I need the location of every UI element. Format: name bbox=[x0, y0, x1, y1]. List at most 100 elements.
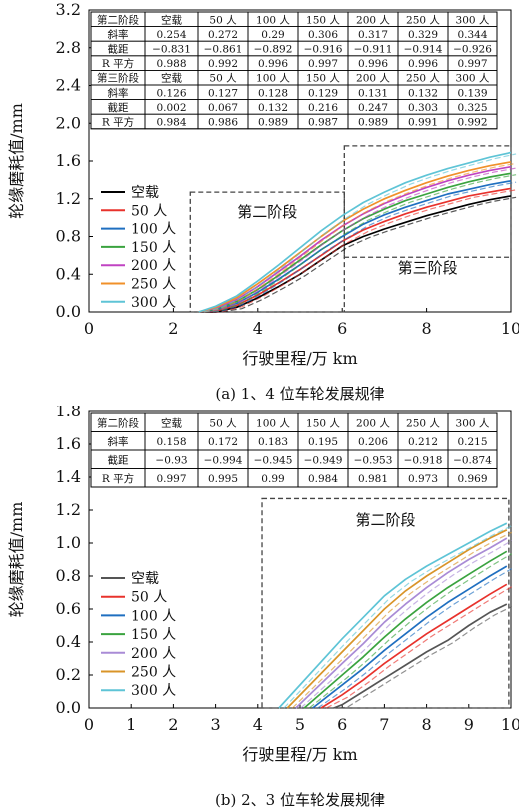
chart-b: 0 1 2 3 4 5 6 7 8 9 10 0.0 0.2 0.4 0.6 0.8 1.0 1.2 1.4 1.6 1… bbox=[7, 406, 519, 809]
chart-b-table-cell-text: 0.195 bbox=[308, 436, 338, 448]
chart-b-y-tick-label: 0.2 bbox=[56, 665, 81, 684]
chart-a-table-cell-text: −0.926 bbox=[453, 44, 492, 56]
chart-a-table-cell-text: 200 人 bbox=[356, 14, 390, 26]
chart-a-table-cell-text: 0.306 bbox=[308, 29, 338, 41]
chart-a-y-tick-label: 2.4 bbox=[56, 76, 81, 95]
chart-a-table-cell-text: 0.992 bbox=[457, 117, 487, 129]
chart-b-legend-label: 250 人 bbox=[131, 665, 176, 681]
chart-b-table-cell-text: −0.945 bbox=[254, 454, 293, 466]
chart-b-table-cell-text: 0.995 bbox=[208, 473, 238, 485]
chart-b-table-cell-text: −0.953 bbox=[354, 454, 393, 466]
chart-b-x-tick-label: 8 bbox=[422, 715, 432, 734]
chart-a-table-cell bbox=[447, 113, 498, 130]
chart-b-series-line bbox=[312, 565, 508, 709]
chart-b-y-tick-label: 0.0 bbox=[56, 698, 81, 717]
chart-a-legend-label: 300 人 bbox=[131, 295, 176, 311]
chart-b-series-line bbox=[303, 550, 508, 709]
chart-a-table-cell-text: 0.988 bbox=[156, 58, 186, 70]
chart-b-legend-label: 300 人 bbox=[131, 683, 176, 699]
chart-a-table-cell-text: 0.984 bbox=[156, 117, 186, 129]
chart-a-table-cell-text: 0.132 bbox=[258, 102, 288, 114]
chart-b-table-cell-text: 0.973 bbox=[408, 473, 438, 485]
chart-b-table-cell-text: −0.874 bbox=[453, 454, 492, 466]
chart-a-table-cell-text: 0.992 bbox=[208, 58, 238, 70]
chart-a-table-cell-text: 50 人 bbox=[209, 73, 237, 85]
chart-b-table-cell-text: 200 人 bbox=[356, 417, 390, 429]
chart-b-table-cell-text: 0.969 bbox=[457, 473, 487, 485]
chart-b-x-tick-label: 4 bbox=[253, 715, 263, 734]
chart-b-y-tick-label: 1.8 bbox=[56, 406, 81, 420]
chart-b-stage-label: 第二阶段 bbox=[355, 511, 415, 529]
chart-a-table-cell-text: 0.132 bbox=[408, 87, 438, 99]
chart-b-table-cell-text: −0.918 bbox=[404, 454, 443, 466]
chart-b-table-cell-text: 0.215 bbox=[457, 436, 487, 448]
chart-b-y-tick-label: 1.2 bbox=[56, 500, 81, 519]
chart-b-table-cell-text: 0.206 bbox=[358, 436, 388, 448]
chart-b-table-cell-text: 250 人 bbox=[406, 417, 440, 429]
chart-b-table-cell-text: −0.994 bbox=[204, 454, 243, 466]
chart-a-x-tick-label: 8 bbox=[422, 319, 432, 338]
chart-b-x-tick-label: 5 bbox=[295, 715, 305, 734]
chart-a-table-cell-text: 0.997 bbox=[457, 58, 487, 70]
chart-b-y-tick-label: 0.6 bbox=[56, 599, 81, 618]
chart-a-y-tick-label: 2.0 bbox=[56, 113, 81, 132]
chart-a-y-tick-label: 0.4 bbox=[56, 264, 81, 283]
chart-a-legend-label: 150 人 bbox=[131, 240, 176, 256]
chart-a-x-tick-label: 4 bbox=[253, 319, 263, 338]
chart-a: 0 2 4 6 8 10 0.0 0.4 0.8 1.2 1.6 2.0 2.4 2.8 3.2 行驶里程/万… bbox=[7, 0, 519, 403]
chart-a-table-cell-text: 第二阶段 bbox=[97, 13, 139, 26]
chart-a-table-cell-text: 斜率 bbox=[108, 28, 129, 41]
chart-b-table-cell-text: 第二阶段 bbox=[97, 416, 139, 429]
chart-b-table-cell-text: −0.93 bbox=[155, 454, 187, 466]
chart-a-table-cell-text: 第三阶段 bbox=[97, 72, 139, 85]
chart-b-series-fit-line bbox=[338, 605, 513, 709]
chart-b-table-cell bbox=[447, 468, 498, 488]
chart-b-legend-label: 100 人 bbox=[131, 608, 176, 624]
chart-a-table-cell-text: 200 人 bbox=[356, 73, 390, 85]
chart-b-series-fit-line bbox=[283, 525, 513, 709]
chart-b-series-fit-line bbox=[325, 586, 513, 709]
chart-b-table-cell-text: 50 人 bbox=[209, 417, 237, 429]
chart-b-legend-label: 空载 bbox=[131, 571, 159, 587]
chart-a-y-tick-label: 0.8 bbox=[56, 227, 81, 246]
chart-a-caption: (a) 1、4 位车轮发展规律 bbox=[215, 385, 384, 403]
chart-b-x-tick-label: 10 bbox=[501, 715, 519, 734]
chart-a-table-cell-text: 0.989 bbox=[258, 117, 288, 129]
chart-b-table-cell-text: 0.997 bbox=[156, 473, 186, 485]
chart-a-table-cell-text: −0.861 bbox=[204, 44, 243, 56]
chart-a-table-cell-text: 0.996 bbox=[358, 58, 388, 70]
chart-a-table-cell-text: 100 人 bbox=[256, 73, 290, 85]
chart-a-table-cell-text: 0.996 bbox=[258, 58, 288, 70]
chart-b-table-cell-text: 0.158 bbox=[156, 436, 186, 448]
chart-a-stage-label: 第三阶段 bbox=[398, 259, 458, 277]
chart-a-y-tick-label: 1.2 bbox=[56, 189, 81, 208]
chart-b-x-tick-label: 7 bbox=[379, 715, 389, 734]
chart-a-table-cell-text: 0.317 bbox=[358, 29, 388, 41]
chart-b-y-tick-label: 0.8 bbox=[56, 566, 81, 585]
chart-a-table-cell-text: 0.254 bbox=[156, 29, 186, 41]
chart-a-series-line bbox=[198, 151, 512, 313]
chart-b-legend-label: 50 人 bbox=[131, 590, 167, 606]
chart-a-table-cell-text: 0.129 bbox=[308, 87, 338, 99]
chart-a-table-cell-text: 0.216 bbox=[308, 102, 338, 114]
chart-b-table-cell-text: 0.981 bbox=[358, 473, 388, 485]
chart-a-table-cell-text: 0.29 bbox=[261, 29, 284, 41]
chart-a-legend-label: 空载 bbox=[131, 185, 159, 201]
chart-a-table-cell-text: 50 人 bbox=[209, 14, 237, 26]
chart-b-series-line bbox=[320, 583, 508, 709]
chart-a-table-cell-text: 150 人 bbox=[306, 73, 340, 85]
chart-b-caption: (b) 2、3 位车轮发展规律 bbox=[215, 791, 385, 809]
chart-a-x-tick-label: 10 bbox=[501, 319, 519, 338]
chart-b-x-tick-label: 3 bbox=[211, 715, 221, 734]
chart-a-table-cell-text: 空载 bbox=[161, 13, 182, 26]
chart-b-table-cell-text: 0.183 bbox=[258, 436, 288, 448]
chart-a-x-axis-label: 行驶里程/万 km bbox=[242, 349, 357, 368]
chart-b-y-tick-label: 1.6 bbox=[56, 434, 81, 453]
chart-a-x-tick-label: 0 bbox=[84, 319, 94, 338]
chart-b-table-cell-text: 截距 bbox=[108, 453, 129, 466]
chart-a-series-fit-line bbox=[203, 181, 517, 313]
chart-a-table-cell-text: 0.987 bbox=[308, 117, 338, 129]
chart-b-x-tick-label: 1 bbox=[126, 715, 136, 734]
chart-b-series-fit-line bbox=[300, 539, 513, 709]
